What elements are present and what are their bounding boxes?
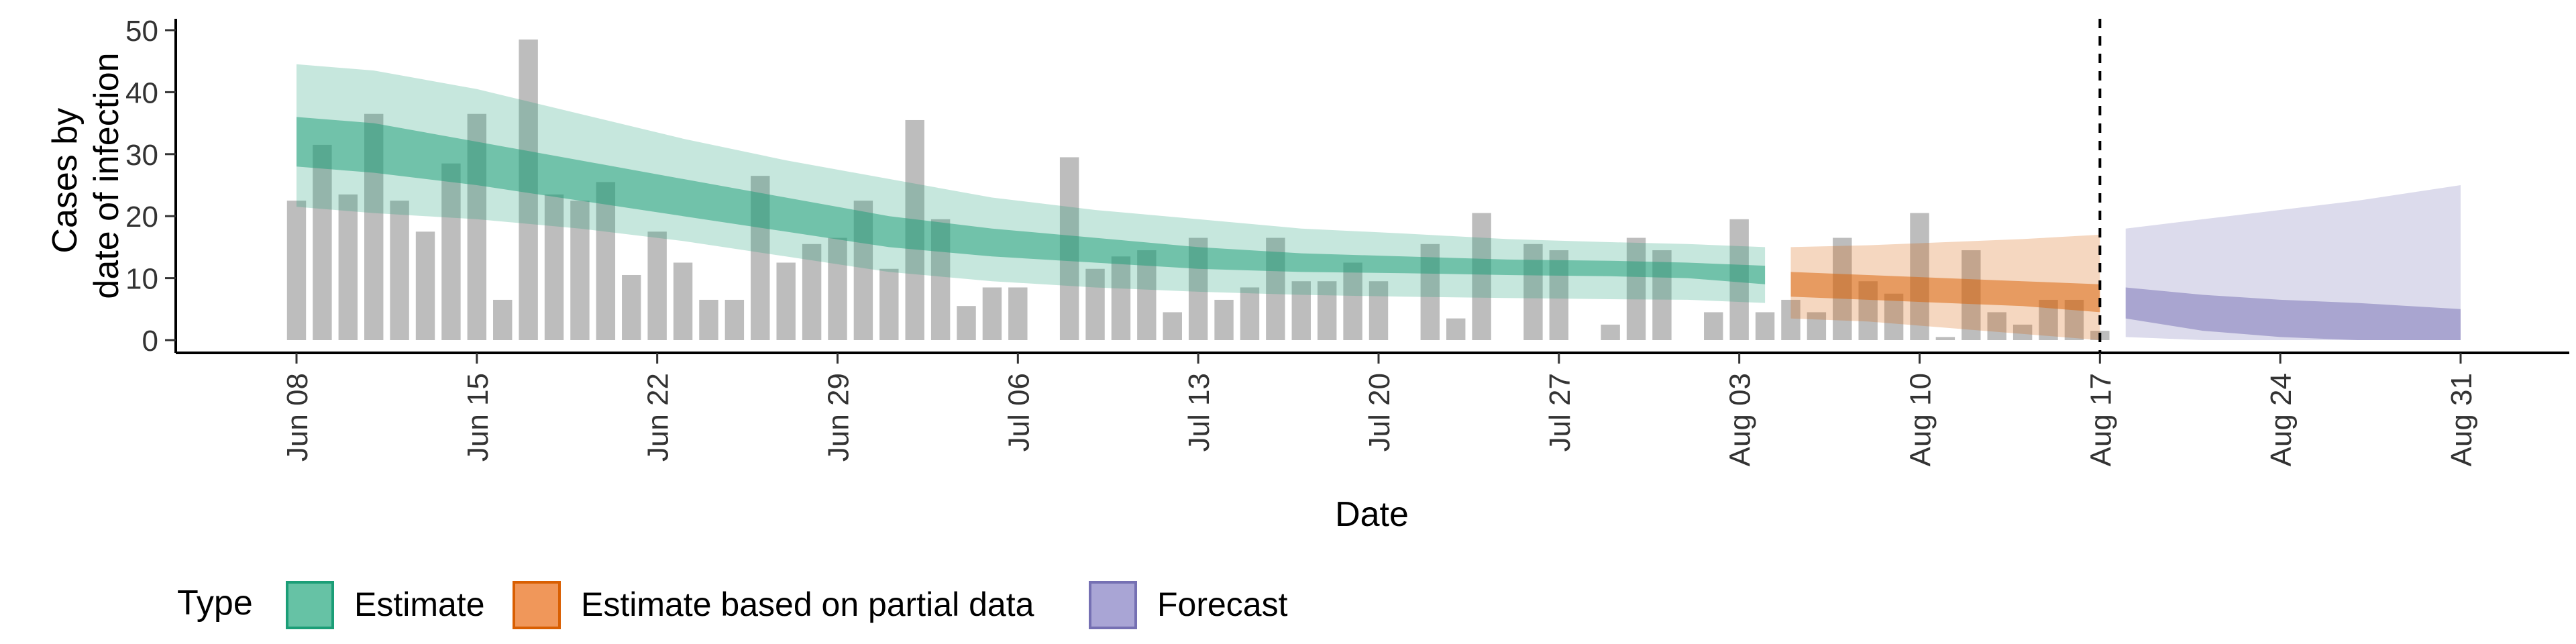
estimate-outer-band <box>297 64 1766 303</box>
legend-label: Estimate <box>354 586 485 623</box>
x-tick-label: Jul 13 <box>1183 373 1216 451</box>
bar <box>1910 213 1929 340</box>
y-tick-label: 20 <box>125 201 158 233</box>
bar <box>1704 312 1723 340</box>
y-tick-label: 30 <box>125 139 158 172</box>
bar <box>1601 324 1620 340</box>
bar <box>622 274 641 340</box>
bar <box>724 299 745 340</box>
bar <box>2012 324 2033 340</box>
bar <box>1446 318 1466 340</box>
legend: Type Estimate Estimate based on partial d… <box>177 581 1288 629</box>
bar <box>570 201 590 340</box>
bar <box>699 299 718 340</box>
y-tick-label: 40 <box>125 76 158 109</box>
x-ticks: Jun 08 Jun 15 Jun 22 Jun 29 Jul 06 Jul 13 Jul … <box>281 353 2478 466</box>
y-tick-label: 50 <box>125 15 158 48</box>
bar <box>879 268 899 340</box>
y-axis-title-line-1: Cases by <box>46 108 85 254</box>
bar <box>982 287 1002 340</box>
bands-layer <box>297 64 2461 340</box>
estimate-inner-band <box>297 117 1766 284</box>
x-axis-title: Date <box>1335 495 1409 534</box>
bar <box>1781 299 1801 340</box>
legend-label: Estimate based on partial data <box>581 586 1034 623</box>
x-tick-label: Jun 15 <box>462 373 494 462</box>
bar <box>776 262 796 340</box>
x-tick-label: Aug 31 <box>2445 373 2478 466</box>
forecast-inner-band <box>2125 287 2461 340</box>
bar <box>1214 299 1234 340</box>
bar <box>1935 337 1955 340</box>
estimate-based-on-partial-data-inner-band <box>1790 272 2100 313</box>
bar <box>313 144 332 340</box>
x-tick-label: Aug 10 <box>1904 373 1937 466</box>
legend-label: Forecast <box>1157 586 1288 623</box>
bar <box>647 231 667 340</box>
bar <box>1317 281 1337 340</box>
x-tick-label: Jul 27 <box>1544 373 1576 451</box>
bar <box>1240 287 1260 340</box>
bar <box>1626 237 1646 340</box>
bar <box>1755 312 1775 340</box>
bar <box>802 244 822 340</box>
legend-swatch <box>513 581 561 629</box>
x-tick-label: Aug 24 <box>2265 373 2298 466</box>
x-tick-label: Jul 20 <box>1363 373 1396 451</box>
bar <box>957 306 976 340</box>
bar <box>1884 293 1904 340</box>
bar <box>415 231 435 340</box>
bar <box>673 262 693 340</box>
bar <box>286 201 307 340</box>
bar <box>493 299 513 340</box>
bar <box>1472 213 1491 340</box>
bar <box>1163 312 1182 340</box>
x-tick-label: Aug 17 <box>2084 373 2117 466</box>
x-tick-label: Jul 06 <box>1002 373 1035 451</box>
x-tick-label: Jun 08 <box>281 373 314 462</box>
bar <box>1111 256 1131 340</box>
x-tick-label: Jun 22 <box>642 373 675 462</box>
y-tick-label: 10 <box>125 263 158 296</box>
axes-layer <box>174 19 2569 354</box>
legend-swatch <box>1089 581 1137 629</box>
x-tick-label: Aug 03 <box>1724 373 1757 466</box>
bar <box>1987 312 2006 340</box>
bar <box>544 194 564 340</box>
legend-items: Estimate Estimate based on partial data Fo… <box>286 581 1288 629</box>
y-ticks: 0 10 20 30 40 50 <box>125 15 176 358</box>
y-axis-title-line-2: date of infection <box>87 52 126 299</box>
y-axis-title: Cases by date of infection <box>46 52 126 299</box>
bar <box>338 194 358 340</box>
y-tick-label: 0 <box>142 325 158 358</box>
legend-title: Type <box>177 584 253 623</box>
bar <box>390 201 409 340</box>
bar <box>828 237 847 340</box>
bar <box>1343 262 1362 340</box>
bar <box>1008 287 1028 340</box>
bar <box>1807 312 1827 340</box>
bar <box>1085 268 1105 340</box>
bar <box>1291 281 1311 340</box>
bar <box>441 163 461 340</box>
x-tick-label: Jun 29 <box>822 373 855 462</box>
bar <box>1368 281 1389 340</box>
legend-swatch <box>286 581 334 629</box>
bar <box>596 182 616 340</box>
